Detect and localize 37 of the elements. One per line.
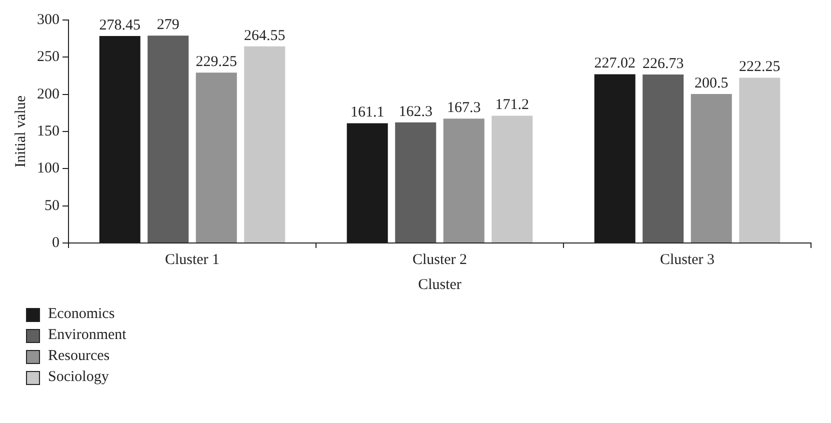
bar xyxy=(690,94,732,242)
bar xyxy=(244,46,286,242)
bar xyxy=(148,36,189,242)
data-label: 162.3 xyxy=(398,104,432,120)
y-tick-label: 100 xyxy=(37,160,60,177)
data-label: 200.5 xyxy=(694,75,728,92)
y-tick-label: 150 xyxy=(37,123,60,140)
y-tick-label: 0 xyxy=(52,234,60,251)
y-tick-label: 200 xyxy=(37,86,60,102)
bar xyxy=(395,122,436,242)
data-label: 171.2 xyxy=(495,97,530,114)
bar xyxy=(642,74,684,242)
legend-label: Sociology xyxy=(48,369,109,386)
data-label: 167.3 xyxy=(447,100,481,116)
data-label: 278.45 xyxy=(99,17,140,34)
y-tick-label: 300 xyxy=(37,12,60,28)
data-label: 226.73 xyxy=(642,56,684,72)
data-label: 229.25 xyxy=(196,54,238,70)
bar xyxy=(739,78,780,242)
y-axis-title: Initial value xyxy=(12,95,29,168)
bar xyxy=(443,118,484,242)
x-axis-title: Cluster xyxy=(418,276,462,293)
data-label: 264.55 xyxy=(244,28,286,44)
bar xyxy=(196,72,237,242)
x-tick-label: Cluster 2 xyxy=(412,252,468,268)
x-tick-label: Cluster 3 xyxy=(660,252,715,268)
x-tick-label: Cluster 1 xyxy=(164,252,220,268)
y-tick-label: 250 xyxy=(37,49,60,66)
data-label: 227.02 xyxy=(594,56,636,72)
data-label: 279 xyxy=(156,17,180,34)
legend-label: Economics xyxy=(48,306,115,323)
bar xyxy=(492,116,533,242)
legend-label: Environment xyxy=(48,327,126,344)
data-label: 222.25 xyxy=(739,59,780,76)
data-label: 161.1 xyxy=(350,104,384,121)
y-tick-label: 50 xyxy=(44,198,60,214)
legend-label: Resources xyxy=(48,348,110,365)
